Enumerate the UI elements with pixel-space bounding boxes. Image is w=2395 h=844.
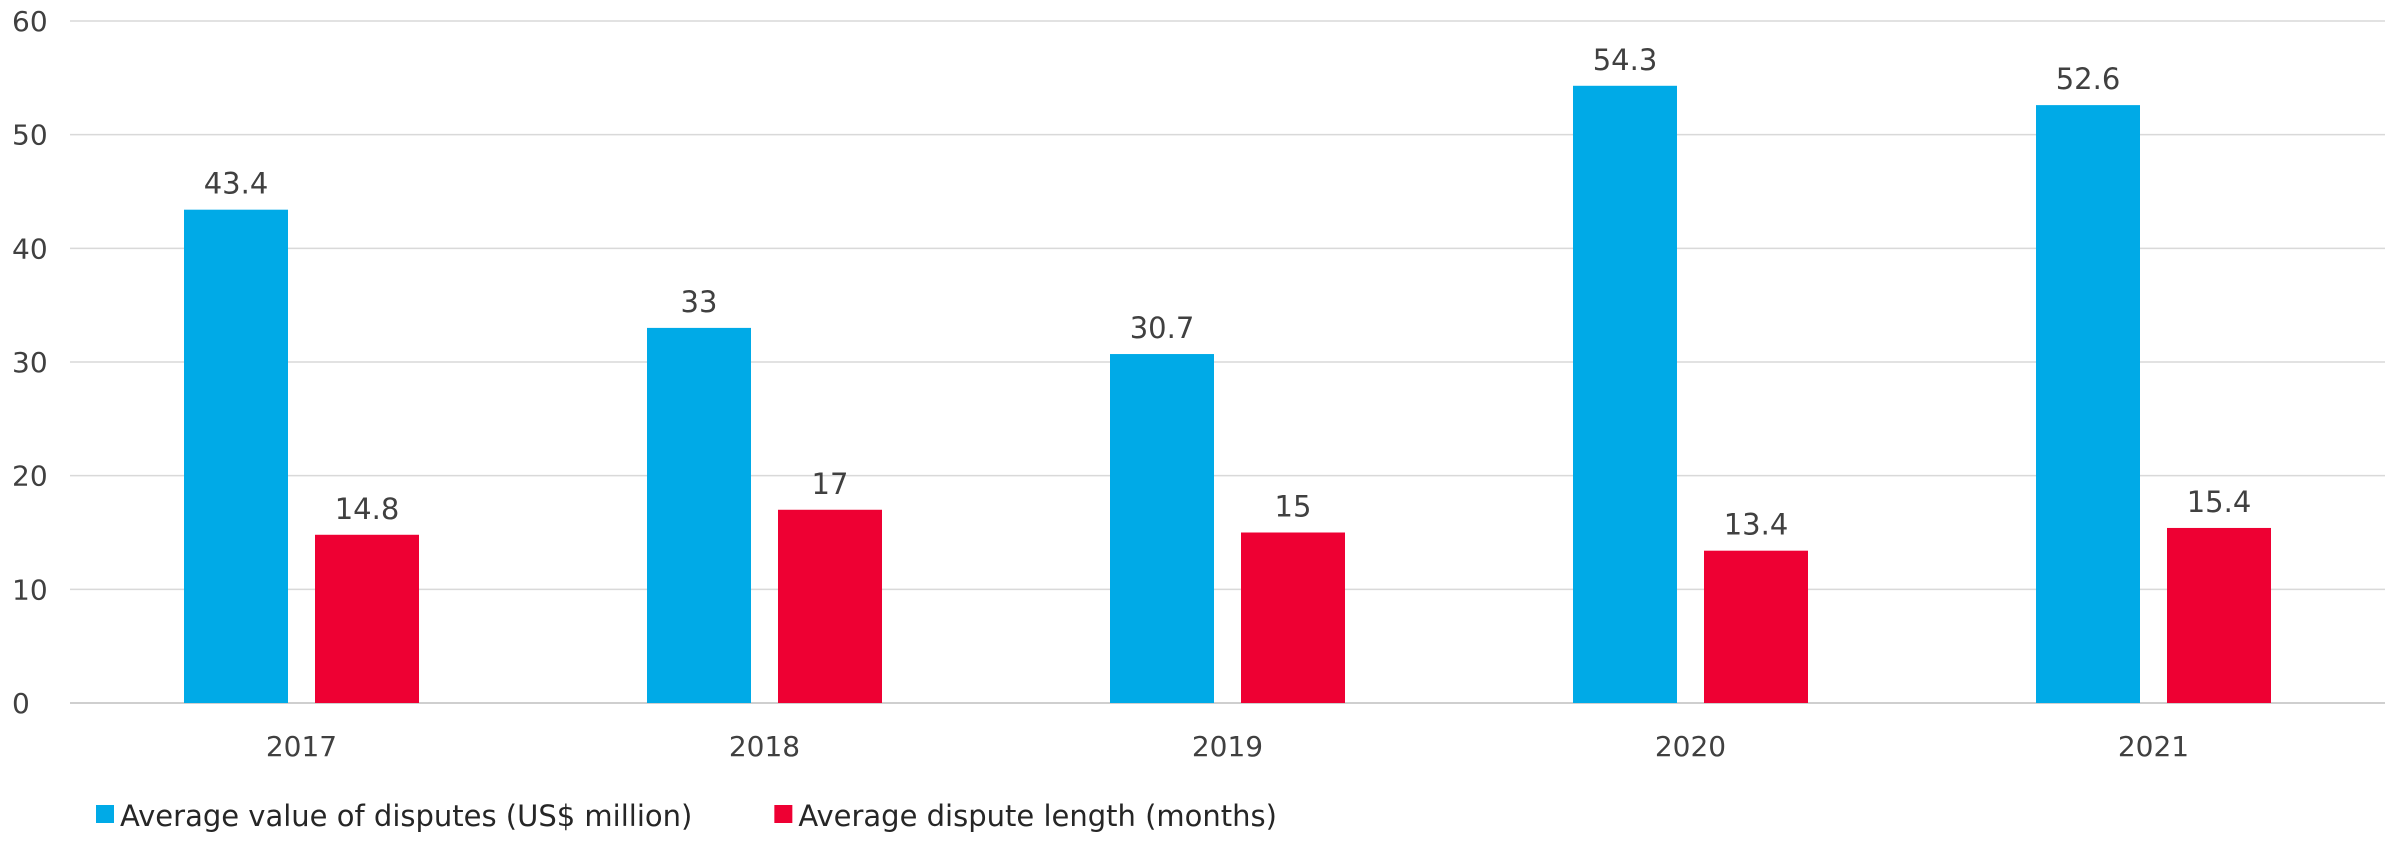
legend-label: Average value of disputes (US$ million) [120, 799, 692, 833]
legend-swatch [96, 805, 114, 823]
legend-swatch [774, 805, 793, 823]
data-labels: 43.4 14.8 33 17 30.7 15 54.3 13.4 52.6 15.4 [204, 43, 2252, 542]
data-label: 54.3 [1593, 43, 1658, 77]
data-label: 13.4 [1724, 508, 1789, 542]
bar-value-2019 [1110, 354, 1214, 703]
data-label: 17 [812, 467, 849, 501]
y-tick-label: 0 [12, 687, 30, 720]
x-tick-label: 2021 [2118, 730, 2189, 763]
y-tick-label: 40 [12, 232, 48, 265]
x-tick-label: 2018 [729, 730, 800, 763]
bar-length-2021 [2167, 527, 2271, 703]
data-label: 43.4 [204, 167, 269, 201]
x-axis-ticks: 2017 2018 2019 2020 2021 [266, 730, 2189, 763]
data-label: 14.8 [335, 492, 400, 526]
x-tick-label: 2017 [266, 730, 337, 763]
y-tick-label: 30 [12, 346, 48, 379]
y-tick-label: 20 [12, 460, 48, 493]
data-label: 33 [681, 285, 718, 319]
data-label: 15.4 [2187, 485, 2252, 519]
bar-value-2018 [647, 327, 751, 703]
bar-length-2019 [1241, 532, 1345, 703]
data-label: 30.7 [1130, 311, 1195, 345]
data-label: 52.6 [2056, 62, 2121, 96]
bar-value-2020 [1573, 85, 1677, 704]
y-tick-label: 10 [12, 573, 48, 606]
data-label: 15 [1275, 490, 1312, 524]
y-axis-ticks: 0 10 20 30 40 50 60 [12, 5, 48, 720]
bar-value-2021 [2036, 105, 2140, 703]
x-tick-label: 2019 [1192, 730, 1263, 763]
bar-length-2017 [315, 534, 419, 703]
legend: Average value of disputes (US$ million) A… [96, 799, 1277, 833]
y-tick-label: 50 [12, 119, 48, 152]
bar-value-2017 [184, 209, 288, 704]
legend-label: Average dispute length (months) [798, 799, 1277, 833]
bars [184, 85, 2271, 704]
bar-length-2018 [778, 509, 882, 703]
x-tick-label: 2020 [1655, 730, 1726, 763]
y-tick-label: 60 [12, 5, 48, 38]
grid-lines [70, 20, 2385, 704]
bar-length-2020 [1704, 550, 1808, 703]
